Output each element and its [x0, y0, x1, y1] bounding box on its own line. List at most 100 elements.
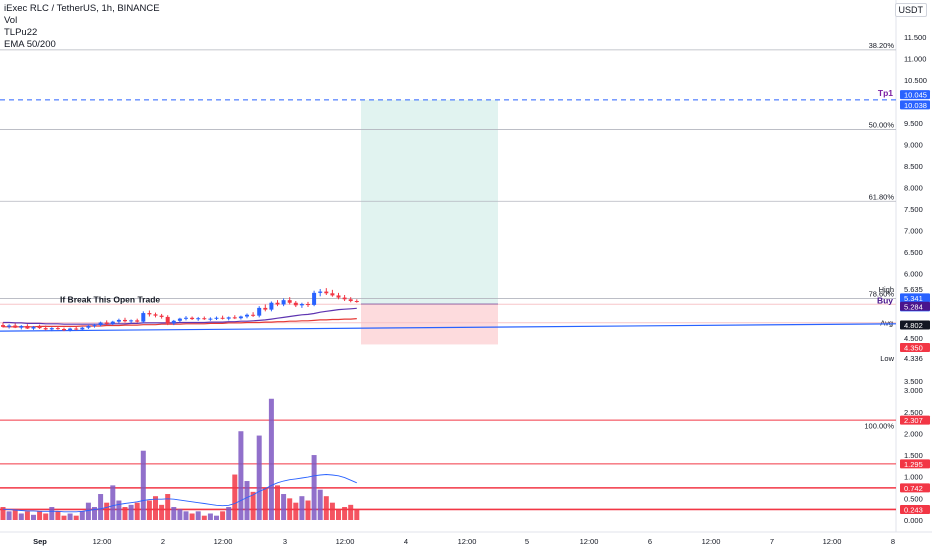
position-target-zone[interactable]	[361, 100, 498, 304]
volume-bar	[287, 498, 292, 520]
volume-bar	[13, 509, 18, 520]
price-tick: 8.500	[904, 162, 923, 171]
candle-body	[178, 319, 182, 321]
volume-bar	[208, 514, 213, 520]
volume-bar	[49, 507, 54, 520]
candle-body	[306, 304, 310, 305]
volume-bar	[281, 494, 286, 520]
volume-bar	[25, 511, 30, 520]
candle-body	[19, 326, 23, 328]
candle-body	[343, 298, 347, 300]
candle-body	[337, 295, 341, 297]
volume-level-text: 1.295	[904, 460, 923, 469]
candle-body	[330, 293, 334, 295]
candle-body	[276, 303, 280, 305]
volume-bar	[275, 485, 280, 520]
volume-bar	[184, 511, 189, 520]
chart-legend: iExec RLC / TetherUS, 1h, BINANCE Vol TL…	[4, 3, 160, 51]
volume-level-text: 2.307	[904, 416, 923, 425]
candle-body	[160, 316, 164, 317]
volume-bar	[306, 501, 311, 520]
candle-body	[74, 329, 78, 330]
time-tick: 5	[525, 537, 529, 546]
candle-body	[349, 299, 353, 301]
candle-body	[227, 317, 231, 318]
time-tick: 7	[770, 537, 774, 546]
volume-bar	[257, 436, 262, 520]
time-tick: 12:00	[336, 537, 355, 546]
symbol-title[interactable]: iExec RLC / TetherUS, 1h, BINANCE	[4, 3, 160, 15]
time-tick: 12:00	[702, 537, 721, 546]
volume-tick: 3.000	[904, 386, 923, 395]
volume-bar	[7, 511, 12, 520]
volume-bar	[202, 516, 207, 520]
tp1-label: Tp1	[878, 88, 893, 98]
volume-tick: 1.500	[904, 451, 923, 460]
price-tick: 6.000	[904, 270, 923, 279]
time-tick: 12:00	[580, 537, 599, 546]
candle-body	[99, 323, 103, 326]
tp1-price-text: 10.045	[904, 91, 927, 100]
candle-body	[202, 318, 206, 319]
volume-bar	[147, 501, 152, 520]
volume-bar	[165, 494, 170, 520]
volume-bar	[318, 490, 323, 520]
candle-body	[154, 314, 158, 315]
volume-bar	[104, 503, 109, 520]
candle-body	[318, 292, 322, 293]
low-label: Low	[880, 354, 894, 363]
volume-bar	[190, 514, 195, 520]
price-tick: 7.500	[904, 205, 923, 214]
candle-body	[355, 301, 359, 302]
currency-button[interactable]: USDT	[895, 3, 928, 17]
candle-body	[56, 328, 60, 329]
volume-bar	[135, 503, 140, 520]
volume-bar	[159, 505, 164, 520]
volume-bar	[232, 475, 237, 520]
indicator-tlpu22[interactable]: TLPu22	[4, 27, 160, 39]
volume-bar	[62, 516, 67, 520]
candle-body	[32, 327, 36, 329]
buy-label: Buy	[877, 295, 893, 305]
candle-body	[257, 308, 261, 316]
volume-bar	[80, 511, 85, 520]
candle-body	[105, 323, 109, 324]
volume-level-text: 0.742	[904, 484, 923, 493]
volume-bar	[269, 399, 274, 520]
indicator-vol[interactable]: Vol	[4, 15, 160, 27]
candle-body	[239, 317, 243, 319]
candle-body	[196, 318, 200, 319]
candle-body	[147, 313, 151, 314]
volume-tick: 0.000	[904, 516, 923, 525]
price-tick: 4.500	[904, 334, 923, 343]
time-tick: 12:00	[823, 537, 842, 546]
indicator-ema[interactable]: EMA 50/200	[4, 39, 160, 51]
position-stop-zone[interactable]	[361, 304, 498, 344]
high-label: High	[879, 285, 894, 294]
volume-bar	[43, 514, 48, 520]
candle-body	[7, 326, 11, 327]
volume-bar	[214, 516, 219, 520]
candle-body	[190, 318, 194, 319]
candle-body	[312, 293, 316, 305]
candle-body	[263, 308, 267, 310]
candle-body	[80, 328, 84, 330]
volume-bar	[74, 516, 79, 520]
tp1-price2-text: 10.038	[904, 101, 927, 110]
candle-body	[1, 325, 5, 327]
volume-bar	[342, 507, 347, 520]
volume-bar	[141, 451, 146, 520]
volume-bar	[110, 485, 115, 520]
time-tick: 12:00	[93, 537, 112, 546]
volume-bar	[129, 505, 134, 520]
time-tick: 12:00	[458, 537, 477, 546]
volume-tick: 1.000	[904, 473, 923, 482]
price-tick: 10.500	[904, 76, 927, 85]
candle-body	[38, 327, 42, 328]
volume-bar	[116, 501, 121, 520]
price-tick: 9.000	[904, 141, 923, 150]
candle-body	[282, 300, 286, 304]
time-tick: 2	[161, 537, 165, 546]
